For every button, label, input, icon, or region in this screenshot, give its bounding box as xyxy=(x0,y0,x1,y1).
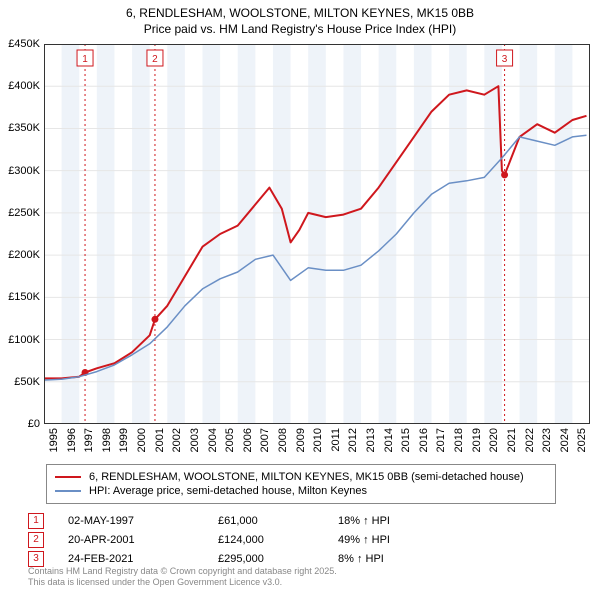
x-tick-label: 2003 xyxy=(189,428,201,452)
x-tick-label: 2024 xyxy=(559,428,571,452)
x-tick-label: 2023 xyxy=(541,428,553,452)
x-tick-label: 2013 xyxy=(365,428,377,452)
x-tick-label: 1996 xyxy=(66,428,78,452)
legend-label: 6, RENDLESHAM, WOOLSTONE, MILTON KEYNES,… xyxy=(89,471,524,483)
sale-row: 3 24-FEB-2021£295,0008% ↑ HPI xyxy=(28,551,438,567)
sale-hpi: 49% ↑ HPI xyxy=(338,534,438,546)
y-tick-label: £400K xyxy=(8,80,40,92)
sale-row: 1 02-MAY-1997£61,00018% ↑ HPI xyxy=(28,513,438,529)
x-tick-label: 1997 xyxy=(83,428,95,452)
x-tick-label: 1995 xyxy=(48,428,60,452)
x-tick-label: 1998 xyxy=(101,428,113,452)
x-tick-label: 2004 xyxy=(207,428,219,452)
chart-svg: 1 2 3 xyxy=(44,44,590,424)
y-tick-label: £350K xyxy=(8,122,40,134)
x-tick-label: 2021 xyxy=(506,428,518,452)
sale-hpi: 8% ↑ HPI xyxy=(338,553,438,565)
sale-date: 24-FEB-2021 xyxy=(68,553,218,565)
chart-plot-area: 1 2 3 xyxy=(44,44,590,424)
x-tick-label: 2006 xyxy=(242,428,254,452)
y-tick-label: £150K xyxy=(8,291,40,303)
x-tick-label: 2016 xyxy=(418,428,430,452)
y-tick-label: £100K xyxy=(8,334,40,346)
sale-price: £124,000 xyxy=(218,534,338,546)
x-tick-label: 2000 xyxy=(136,428,148,452)
legend-swatch xyxy=(55,490,81,492)
svg-text:1: 1 xyxy=(82,54,88,65)
x-tick-label: 2009 xyxy=(295,428,307,452)
title-line2: Price paid vs. HM Land Registry's House … xyxy=(0,22,600,38)
legend-item: HPI: Average price, semi-detached house,… xyxy=(55,485,547,497)
x-tick-label: 2025 xyxy=(576,428,588,452)
attribution-line2: This data is licensed under the Open Gov… xyxy=(28,577,337,588)
sale-badge: 3 xyxy=(28,551,44,567)
attribution: Contains HM Land Registry data © Crown c… xyxy=(28,566,337,588)
y-tick-label: £300K xyxy=(8,165,40,177)
x-tick-label: 2007 xyxy=(259,428,271,452)
y-axis: £0£50K£100K£150K£200K£250K£300K£350K£400… xyxy=(0,44,42,424)
x-tick-label: 2008 xyxy=(277,428,289,452)
sales-table: 1 02-MAY-1997£61,00018% ↑ HPI 2 20-APR-2001… xyxy=(28,510,438,570)
x-axis: 1995 1996 1997 1998 1999 2000 2001 2002 2003 2004… xyxy=(44,424,590,464)
x-tick-label: 2011 xyxy=(330,428,342,452)
y-tick-label: £0 xyxy=(28,418,40,430)
y-tick-label: £50K xyxy=(14,376,40,388)
svg-text:2: 2 xyxy=(152,54,158,65)
x-tick-label: 2015 xyxy=(400,428,412,452)
sale-badge: 1 xyxy=(28,513,44,529)
x-tick-label: 1999 xyxy=(118,428,130,452)
svg-text:3: 3 xyxy=(502,54,508,65)
legend-item: 6, RENDLESHAM, WOOLSTONE, MILTON KEYNES,… xyxy=(55,471,547,483)
x-tick-label: 2017 xyxy=(435,428,447,452)
x-tick-label: 2019 xyxy=(471,428,483,452)
x-tick-label: 2020 xyxy=(488,428,500,452)
title-line1: 6, RENDLESHAM, WOOLSTONE, MILTON KEYNES,… xyxy=(0,6,600,22)
x-tick-label: 2012 xyxy=(347,428,359,452)
x-tick-label: 2001 xyxy=(154,428,166,452)
x-tick-label: 2014 xyxy=(383,428,395,452)
sale-price: £61,000 xyxy=(218,515,338,527)
sale-badge: 2 xyxy=(28,532,44,548)
x-tick-label: 2002 xyxy=(171,428,183,452)
legend-box: 6, RENDLESHAM, WOOLSTONE, MILTON KEYNES,… xyxy=(46,464,556,504)
y-tick-label: £450K xyxy=(8,38,40,50)
sale-date: 02-MAY-1997 xyxy=(68,515,218,527)
y-tick-label: £250K xyxy=(8,207,40,219)
chart-title: 6, RENDLESHAM, WOOLSTONE, MILTON KEYNES,… xyxy=(0,0,600,39)
x-tick-label: 2010 xyxy=(312,428,324,452)
x-tick-label: 2022 xyxy=(524,428,536,452)
attribution-line1: Contains HM Land Registry data © Crown c… xyxy=(28,566,337,577)
sale-row: 2 20-APR-2001£124,00049% ↑ HPI xyxy=(28,532,438,548)
x-tick-label: 2005 xyxy=(224,428,236,452)
sale-date: 20-APR-2001 xyxy=(68,534,218,546)
sale-hpi: 18% ↑ HPI xyxy=(338,515,438,527)
legend-label: HPI: Average price, semi-detached house,… xyxy=(89,485,367,497)
sale-price: £295,000 xyxy=(218,553,338,565)
x-tick-label: 2018 xyxy=(453,428,465,452)
legend-swatch xyxy=(55,476,81,478)
y-tick-label: £200K xyxy=(8,249,40,261)
